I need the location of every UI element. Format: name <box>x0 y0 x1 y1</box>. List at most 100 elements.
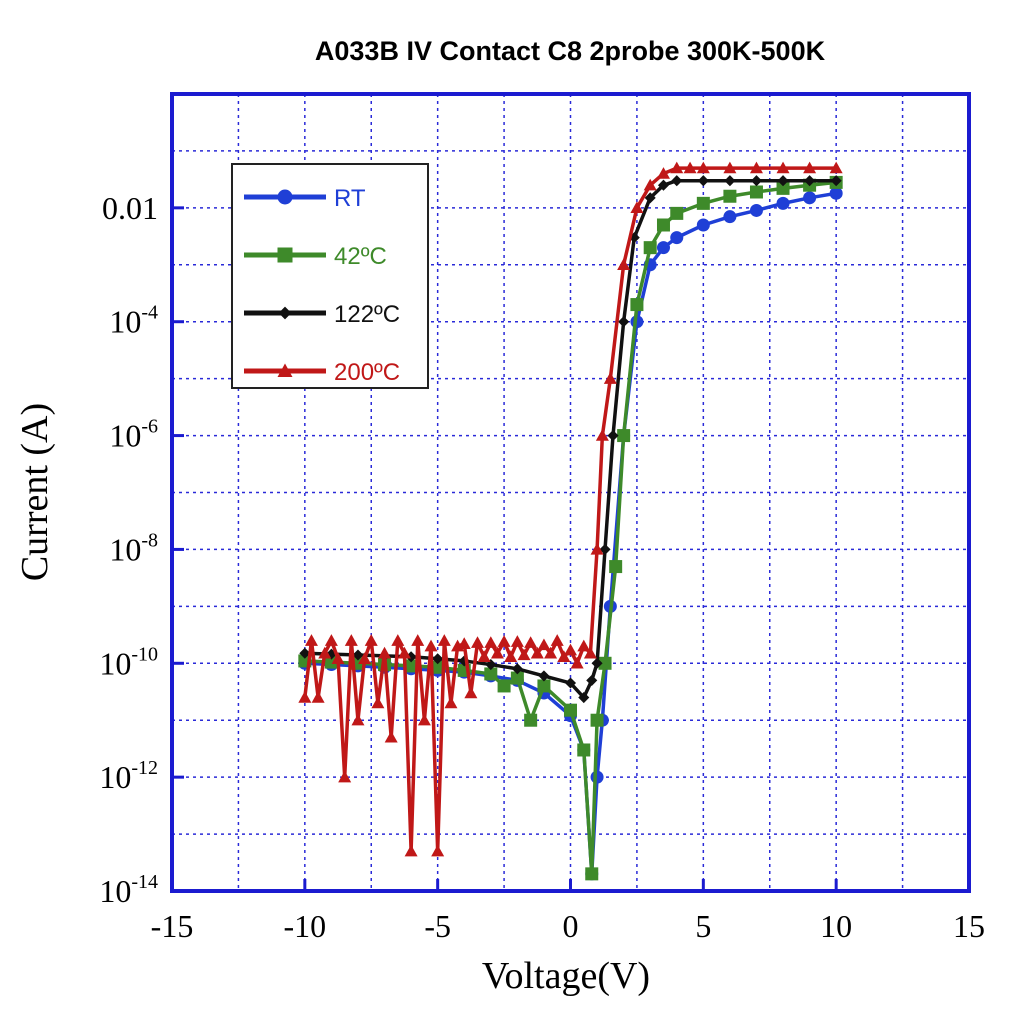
data-point-triangle <box>524 636 538 648</box>
data-point-triangle <box>683 161 697 174</box>
data-point-triangle <box>595 429 609 441</box>
data-point-triangle <box>318 646 332 659</box>
data-point-triangle <box>304 634 318 646</box>
x-tick-label: -5 <box>424 908 451 944</box>
data-point-triangle <box>378 646 392 659</box>
data-point-diamond <box>299 647 311 659</box>
data-point-square <box>524 713 538 727</box>
data-point-triangle <box>803 161 817 174</box>
data-point-triangle <box>776 161 790 174</box>
data-point-triangle <box>643 178 657 191</box>
y-tick-label: 10-10 <box>99 643 158 681</box>
legend-label: 42ºC <box>334 243 387 270</box>
data-point-diamond <box>538 670 550 682</box>
data-point-diamond <box>671 175 683 187</box>
data-point-triangle <box>338 770 352 783</box>
data-point-triangle <box>829 161 843 174</box>
data-point-triangle <box>277 363 293 377</box>
data-point-triangle <box>670 161 684 174</box>
x-tick-label: 15 <box>953 908 985 944</box>
data-point-square <box>510 671 524 685</box>
data-point-triangle <box>344 634 358 646</box>
data-point-diamond <box>644 192 656 204</box>
data-point-triangle <box>490 646 504 659</box>
data-point-triangle <box>404 844 418 857</box>
y-tick-label: 10-8 <box>109 529 158 567</box>
data-point-triangle <box>417 713 431 726</box>
data-point-square <box>749 185 763 199</box>
legend-box <box>231 163 429 389</box>
data-point-triangle <box>517 648 531 661</box>
data-point-triangle <box>749 161 763 174</box>
data-point-square <box>404 659 418 673</box>
data-point-circle <box>590 770 604 784</box>
data-point-diamond <box>750 175 762 187</box>
data-point-square <box>643 241 657 255</box>
data-point-square <box>585 867 599 881</box>
data-point-square <box>609 560 623 574</box>
data-point-triangle <box>656 167 670 179</box>
data-point-circle <box>803 191 817 205</box>
data-point-square <box>656 218 670 232</box>
data-point-circle <box>670 231 684 245</box>
data-point-diamond <box>511 663 523 675</box>
x-tick-label: 10 <box>820 908 852 944</box>
data-point-triangle <box>351 713 365 726</box>
chart-title: A033B IV Contact C8 2probe 300K-500K <box>315 36 826 66</box>
data-point-circle <box>696 218 710 232</box>
data-point-diamond <box>352 649 364 661</box>
data-point-triangle <box>411 634 425 646</box>
data-point-square <box>484 667 498 681</box>
data-point-diamond <box>804 175 816 187</box>
y-tick-label: 10-14 <box>99 871 158 909</box>
data-point-triangle <box>298 691 312 703</box>
data-point-triangle <box>444 696 458 709</box>
data-point-triangle <box>484 636 498 648</box>
data-point-circle <box>829 186 843 200</box>
x-axis-ticks: -15 -10 -5 0 5 10 15 <box>151 879 985 944</box>
data-point-triangle <box>371 696 385 709</box>
series-layer <box>298 161 843 881</box>
data-point-square <box>617 429 631 443</box>
data-point-triangle <box>497 635 511 647</box>
data-point-diamond <box>628 232 640 244</box>
data-point-triangle <box>617 258 631 270</box>
legend: RT 42ºC 122ºC 200ºC <box>231 163 429 389</box>
data-point-square <box>776 181 790 195</box>
data-point-triangle <box>603 372 617 384</box>
series-triangle <box>298 161 843 857</box>
data-point-triangle <box>577 639 591 652</box>
x-tick-label: 5 <box>695 908 711 944</box>
data-point-triangle <box>550 634 564 646</box>
y-axis-label: Current (A) <box>14 403 56 581</box>
y-tick-label: 10-6 <box>109 416 158 454</box>
data-point-circle <box>656 241 670 255</box>
data-point-diamond <box>586 674 598 686</box>
data-point-square <box>590 713 604 727</box>
data-point-triangle <box>504 650 518 662</box>
data-point-diamond <box>724 175 736 187</box>
x-axis-label: Voltage(V) <box>482 955 650 997</box>
data-point-triangle <box>696 161 710 174</box>
data-point-square <box>723 189 737 203</box>
data-point-triangle <box>537 638 551 651</box>
data-point-circle <box>277 189 293 205</box>
data-point-diamond <box>278 306 292 320</box>
data-point-triangle <box>471 636 485 648</box>
data-point-triangle <box>364 634 378 646</box>
data-point-triangle <box>510 635 524 647</box>
data-point-triangle <box>564 643 577 656</box>
data-point-triangle <box>530 646 544 659</box>
data-point-triangle <box>557 650 571 662</box>
data-point-triangle <box>544 646 558 659</box>
y-tick-label: 0.01 <box>102 190 158 226</box>
data-point-triangle <box>358 652 372 664</box>
data-point-diamond <box>591 657 603 669</box>
legend-label: RT <box>334 185 366 212</box>
data-point-diamond <box>618 316 630 328</box>
y-tick-label: 10-4 <box>109 302 158 340</box>
data-point-triangle <box>477 650 491 662</box>
data-point-diamond <box>607 430 619 442</box>
data-point-square <box>537 679 551 693</box>
data-point-triangle <box>570 656 584 669</box>
